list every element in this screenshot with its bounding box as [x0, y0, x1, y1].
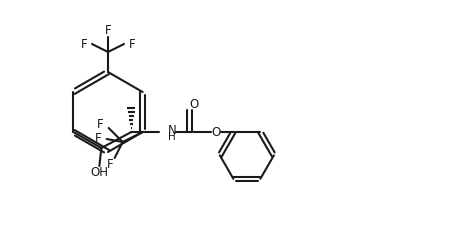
- Text: F: F: [105, 24, 111, 38]
- Text: N: N: [168, 123, 177, 137]
- Text: O: O: [190, 97, 199, 110]
- Text: F: F: [81, 38, 87, 51]
- Text: F: F: [95, 133, 102, 145]
- Text: OH: OH: [90, 167, 108, 179]
- Text: H: H: [168, 132, 176, 142]
- Text: F: F: [97, 117, 104, 130]
- Text: O: O: [212, 126, 221, 138]
- Text: F: F: [129, 38, 136, 51]
- Text: F: F: [107, 158, 114, 171]
